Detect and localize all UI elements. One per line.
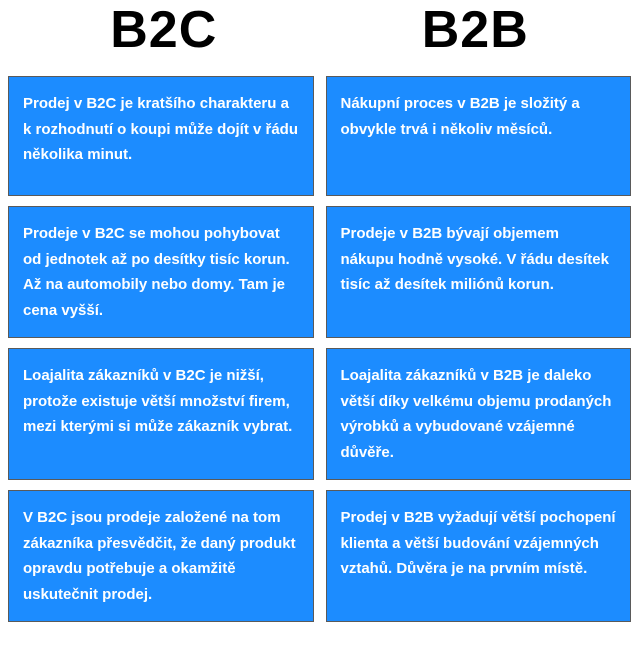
cell-b2c: Prodeje v B2C se mohou pohybovat od jedn… xyxy=(8,206,314,338)
comparison-infographic: B2C B2B Prodej v B2C je kratšího charakt… xyxy=(8,0,631,622)
cell-b2b: Prodeje v B2B bývají objemem nákupu hodn… xyxy=(326,206,632,338)
header-b2b: B2B xyxy=(320,0,632,60)
cell-b2b: Prodej v B2B vyžadují větší pochopení kl… xyxy=(326,490,632,622)
header-b2c: B2C xyxy=(8,0,320,60)
comparison-row: Loajalita zákazníků v B2C je nižší, prot… xyxy=(8,348,631,480)
comparison-row: Prodeje v B2C se mohou pohybovat od jedn… xyxy=(8,206,631,338)
cell-b2b: Loajalita zákazníků v B2B je daleko větš… xyxy=(326,348,632,480)
comparison-row: V B2C jsou prodeje založené na tom zákaz… xyxy=(8,490,631,622)
cell-b2c: Prodej v B2C je kratšího charakteru a k … xyxy=(8,76,314,196)
cell-b2b: Nákupní proces v B2B je složitý a obvykl… xyxy=(326,76,632,196)
cell-b2c: V B2C jsou prodeje založené na tom zákaz… xyxy=(8,490,314,622)
comparison-row: Prodej v B2C je kratšího charakteru a k … xyxy=(8,76,631,196)
column-headers: B2C B2B xyxy=(8,0,631,60)
cell-b2c: Loajalita zákazníků v B2C je nižší, prot… xyxy=(8,348,314,480)
